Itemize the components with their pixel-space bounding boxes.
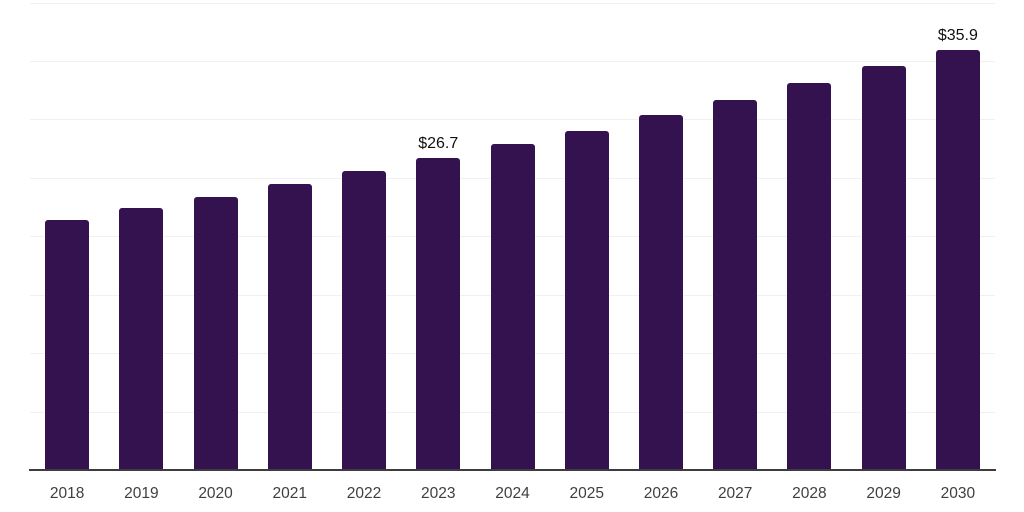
x-tick-2020: 2020 bbox=[198, 485, 233, 502]
bar-2025 bbox=[564, 131, 609, 470]
gridline-40 bbox=[30, 2, 995, 4]
x-tick-2021: 2021 bbox=[272, 485, 308, 502]
bar-2028 bbox=[787, 83, 832, 470]
gridline-30 bbox=[30, 119, 995, 121]
data-label-2030: $35.9 bbox=[937, 27, 978, 45]
x-tick-2028: 2028 bbox=[792, 485, 827, 502]
bar-2022 bbox=[342, 170, 387, 470]
plot-area: $26.7 $35.9 bbox=[30, 0, 995, 470]
x-tick-2029: 2029 bbox=[866, 485, 901, 502]
x-tick-2024: 2024 bbox=[495, 485, 530, 502]
x-tick-2018: 2018 bbox=[49, 485, 85, 502]
data-label-2023: $26.7 bbox=[418, 134, 459, 152]
bar-2027 bbox=[713, 99, 758, 470]
bar-2020 bbox=[193, 196, 238, 470]
x-tick-2030: 2030 bbox=[940, 485, 976, 502]
bar-2030 bbox=[935, 50, 980, 470]
x-tick-2026: 2026 bbox=[643, 485, 679, 502]
x-tick-2025: 2025 bbox=[569, 485, 604, 502]
bar-2023 bbox=[416, 157, 461, 470]
x-axis-line bbox=[29, 469, 996, 471]
x-tick-2027: 2027 bbox=[717, 485, 753, 502]
x-tick-2019: 2019 bbox=[124, 485, 159, 502]
bar-2026 bbox=[638, 114, 683, 470]
bar-2021 bbox=[267, 183, 312, 470]
x-tick-2022: 2022 bbox=[346, 485, 382, 502]
bar-2018 bbox=[45, 219, 90, 470]
bar-2029 bbox=[861, 65, 906, 470]
x-tick-2023: 2023 bbox=[421, 485, 456, 502]
gridline-35 bbox=[30, 60, 995, 62]
bar-2019 bbox=[119, 208, 164, 470]
bar-2024 bbox=[490, 143, 535, 470]
